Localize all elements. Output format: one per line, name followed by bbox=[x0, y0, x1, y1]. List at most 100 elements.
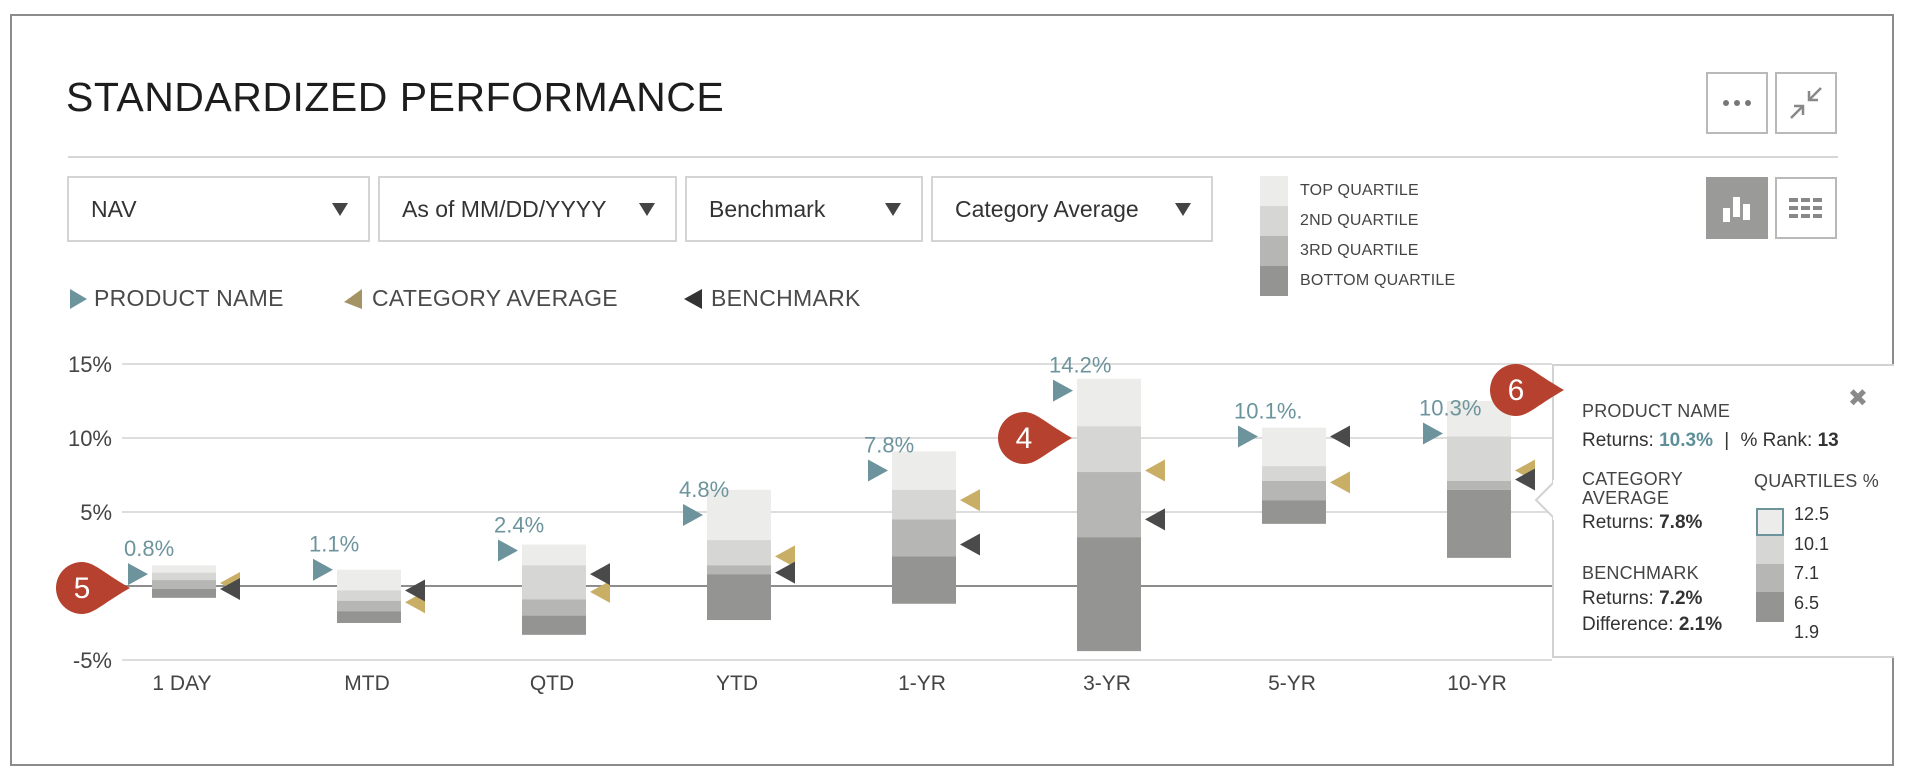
legend-category-label: CATEGORY AVERAGE bbox=[372, 285, 618, 311]
chevron-down-icon bbox=[885, 202, 901, 216]
tooltip-quartile-value: 6.5 bbox=[1794, 592, 1820, 613]
benchmark-marker bbox=[405, 579, 425, 602]
tooltip-category-heading-line2: AVERAGE bbox=[1582, 488, 1670, 508]
benchmark-marker bbox=[220, 577, 240, 600]
tooltip-difference-label: Difference: bbox=[1582, 614, 1674, 635]
callout-number: 6 bbox=[1508, 374, 1525, 407]
quartile-segment bbox=[892, 489, 956, 520]
quartile-segment bbox=[522, 544, 586, 566]
table-view-button[interactable] bbox=[1775, 177, 1837, 239]
benchmark-marker bbox=[1330, 425, 1350, 448]
tooltip-product-returns: Returns: 10.3% | % Rank: 13 bbox=[1582, 430, 1839, 452]
product-marker bbox=[868, 459, 888, 482]
quartile-segment bbox=[1262, 480, 1326, 501]
quartile-swatch bbox=[1260, 176, 1288, 206]
chevron-down-icon bbox=[1175, 202, 1191, 216]
bar-chart-icon bbox=[1723, 197, 1750, 222]
data-tooltip: ✖ PRODUCT NAME Returns: 10.3% | % Rank: … bbox=[1552, 364, 1894, 658]
product-marker bbox=[1423, 422, 1443, 445]
quartile-swatch bbox=[1260, 236, 1288, 266]
product-marker bbox=[128, 563, 148, 586]
tooltip-product-heading: PRODUCT NAME bbox=[1582, 401, 1731, 421]
quartile-segment bbox=[892, 519, 956, 557]
collapse-button[interactable] bbox=[1775, 72, 1837, 134]
collapse-arrows-icon bbox=[1790, 87, 1822, 119]
quartile-legend-item: 2ND QUARTILE bbox=[1260, 206, 1455, 236]
tooltip-returns-label: Returns: bbox=[1582, 430, 1654, 451]
tooltip-rank-label: % Rank: bbox=[1740, 430, 1813, 451]
x-tick-label: QTD bbox=[530, 672, 574, 695]
tooltip-quartile-value: 7.1 bbox=[1794, 563, 1820, 583]
tooltip-quartile-values: 12.5 10.1 7.1 6.5 1.9 bbox=[1794, 500, 1829, 648]
quartile-segment bbox=[707, 540, 771, 566]
quartile-segment bbox=[337, 569, 401, 591]
product-value-label: 0.8% bbox=[124, 536, 174, 561]
category-marker bbox=[1145, 459, 1165, 482]
date-dropdown[interactable]: As of MM/DD/YYYY bbox=[378, 176, 677, 242]
quartile-segment bbox=[522, 615, 586, 635]
date-dropdown-label: As of MM/DD/YYYY bbox=[402, 195, 607, 222]
legend-benchmark-label: BENCHMARK bbox=[711, 285, 861, 311]
quartile-segment bbox=[1077, 537, 1141, 652]
product-value-label: 7.8% bbox=[864, 433, 914, 458]
close-icon[interactable]: ✖ bbox=[1847, 385, 1868, 412]
benchmark-dropdown[interactable]: Benchmark bbox=[685, 176, 923, 242]
tooltip-benchmark-returns-value: 7.2% bbox=[1659, 588, 1703, 609]
y-tick-label: 15% bbox=[68, 352, 112, 377]
ellipsis-icon bbox=[1723, 100, 1751, 106]
quartile-segment bbox=[152, 565, 216, 573]
x-tick-label: 1 DAY bbox=[152, 672, 211, 695]
header-divider bbox=[68, 156, 1838, 158]
product-value-label: 2.4% bbox=[494, 512, 544, 537]
chart-view-button[interactable] bbox=[1706, 177, 1768, 239]
x-tick-label: 10-YR bbox=[1447, 672, 1507, 695]
x-tick-label: 5-YR bbox=[1268, 672, 1316, 695]
tooltip-pointer bbox=[1534, 480, 1556, 520]
quartile-segment bbox=[522, 599, 586, 616]
product-marker bbox=[1238, 425, 1258, 448]
x-tick-label: 1-YR bbox=[898, 672, 946, 695]
tooltip-product-returns-value: 10.3% bbox=[1659, 430, 1713, 451]
y-tick-label: -5% bbox=[73, 648, 112, 673]
quartile-segment bbox=[337, 590, 401, 601]
legend-category: CATEGORY AVERAGE bbox=[340, 285, 618, 312]
benchmark-marker-icon bbox=[684, 288, 702, 309]
product-value-label: 10.3% bbox=[1419, 396, 1481, 421]
product-value-label: 10.1%. bbox=[1234, 399, 1303, 424]
quartile-legend-label: TOP QUARTILE bbox=[1300, 182, 1419, 199]
more-options-button[interactable] bbox=[1706, 72, 1768, 134]
nav-dropdown[interactable]: NAV bbox=[67, 176, 370, 242]
quartile-legend-label: 2ND QUARTILE bbox=[1300, 212, 1419, 229]
quartile-legend-item: BOTTOM QUARTILE bbox=[1260, 266, 1455, 296]
category-marker bbox=[1330, 471, 1350, 494]
tooltip-benchmark-returns: Returns: 7.2% bbox=[1582, 588, 1702, 610]
quartile-segment bbox=[707, 489, 771, 541]
benchmark-marker bbox=[960, 533, 980, 556]
legend-product: PRODUCT NAME bbox=[68, 285, 284, 312]
quartile-segment bbox=[1262, 466, 1326, 481]
benchmark-marker bbox=[775, 561, 795, 584]
x-tick-label: 3-YR bbox=[1083, 672, 1131, 695]
quartile-segment bbox=[152, 588, 216, 598]
quartile-segment bbox=[1077, 472, 1141, 538]
legend-benchmark: BENCHMARK bbox=[681, 285, 861, 312]
tooltip-quartile-value: 1.9 bbox=[1794, 622, 1820, 642]
tooltip-category-heading: CATEGORY AVERAGE bbox=[1582, 470, 1683, 508]
quartile-swatch bbox=[1260, 266, 1288, 296]
category-dropdown[interactable]: Category Average bbox=[931, 176, 1213, 242]
tooltip-difference-value: 2.1% bbox=[1678, 614, 1723, 635]
product-marker-icon bbox=[70, 288, 87, 309]
product-value-label: 4.8% bbox=[679, 477, 729, 502]
category-marker-icon bbox=[344, 288, 362, 309]
tooltip-quartile-2nd bbox=[1756, 536, 1784, 564]
callout-number: 4 bbox=[1016, 422, 1033, 455]
tooltip-separator: | bbox=[1724, 430, 1730, 451]
chevron-down-icon bbox=[639, 202, 655, 216]
quartile-legend: TOP QUARTILE 2ND QUARTILE 3RD QUARTILE B… bbox=[1260, 176, 1455, 296]
quartile-segment bbox=[1077, 378, 1141, 427]
quartile-segment bbox=[1447, 489, 1511, 558]
product-marker bbox=[683, 503, 703, 526]
quartile-legend-item: 3RD QUARTILE bbox=[1260, 236, 1455, 266]
quartile-segment bbox=[1447, 480, 1511, 490]
callout-badge-4: 4 bbox=[998, 412, 1072, 464]
